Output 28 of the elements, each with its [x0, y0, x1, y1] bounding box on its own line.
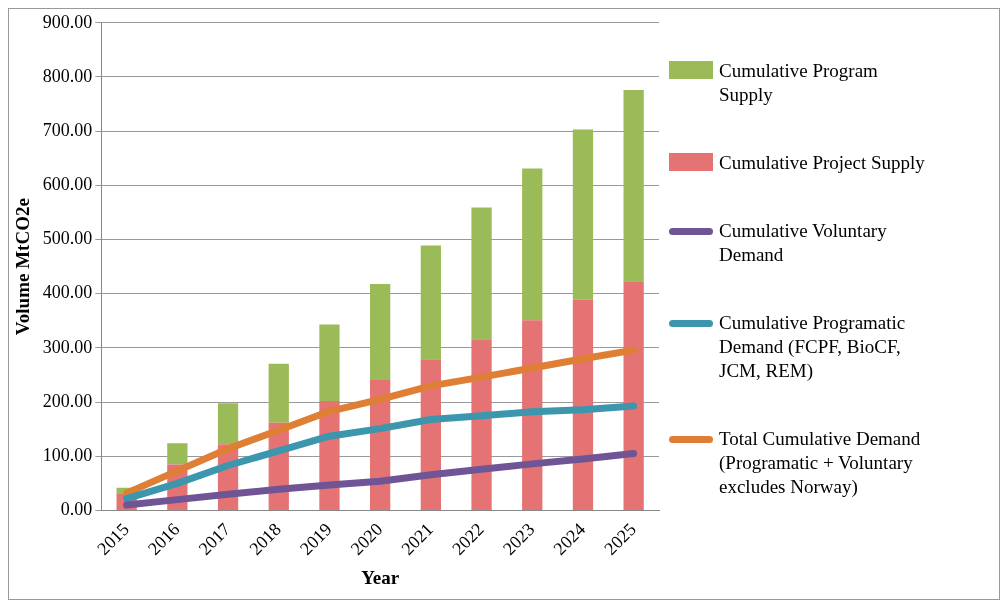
y-tick-label: 300.00 [42, 336, 93, 357]
bar [471, 207, 492, 340]
bar [319, 324, 340, 402]
bar [370, 283, 391, 380]
bar [623, 89, 644, 282]
legend-label: Cumulative Programatic Demand (FCPF, BioCF, JCM, REM) [719, 311, 907, 383]
y-tick-label: 900.00 [42, 11, 93, 32]
bar [522, 168, 543, 321]
legend-label: Cumulative Program Supply [719, 59, 879, 107]
y-tick-label: 200.00 [42, 390, 93, 411]
y-tick-label: 600.00 [42, 174, 93, 195]
x-axis-title: Year [361, 566, 400, 588]
bar [268, 363, 289, 423]
y-tick-label: 800.00 [42, 65, 93, 86]
y-axis-title: Volume MtCO2e [12, 198, 34, 336]
y-tick-label: 700.00 [42, 119, 93, 140]
bar [623, 281, 644, 510]
y-tick-label: 0.00 [60, 499, 93, 520]
bar [572, 129, 594, 300]
y-tick-label: 100.00 [42, 445, 93, 466]
bar [167, 443, 188, 465]
legend-label: Cumulative Voluntary Demand [719, 219, 888, 267]
legend-label: Total Cumulative Demand (Programatic + Voluntary excludes Norway) [719, 427, 922, 499]
y-tick-label: 400.00 [42, 282, 93, 303]
y-tick-label: 500.00 [42, 228, 93, 249]
legend-label: Cumulative Project Supply [719, 151, 925, 175]
bar [420, 245, 441, 360]
bar [217, 403, 239, 445]
